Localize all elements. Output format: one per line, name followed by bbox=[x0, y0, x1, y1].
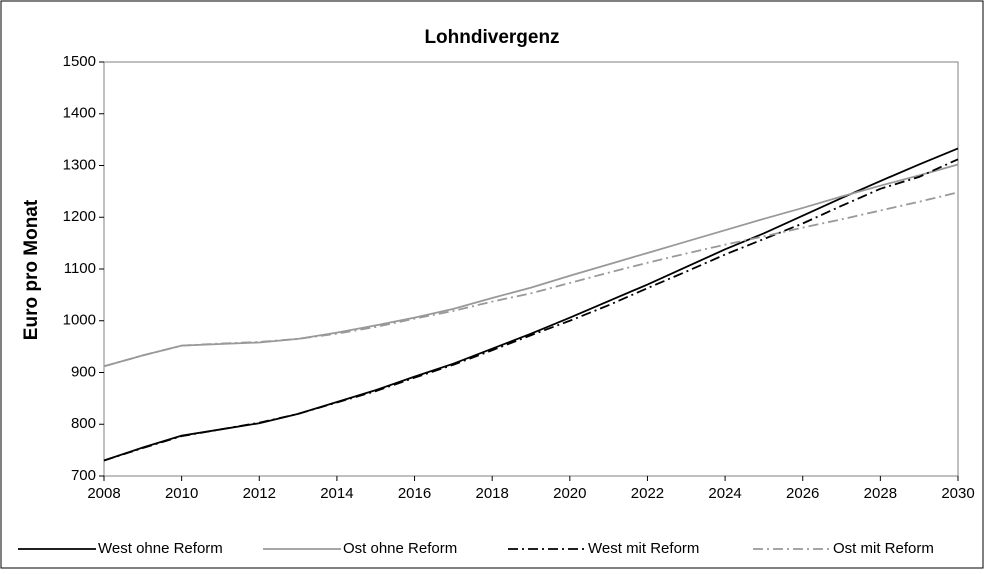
y-axis-label: Euro pro Monat bbox=[21, 199, 42, 340]
x-tick-label: 2018 bbox=[475, 485, 508, 502]
x-tick-label: 2014 bbox=[320, 485, 353, 502]
chart-title: Lohndivergenz bbox=[424, 27, 559, 48]
x-tick-label: 2028 bbox=[864, 485, 897, 502]
legend-label: West ohne Reform bbox=[98, 540, 223, 557]
x-tick-label: 2030 bbox=[941, 485, 974, 502]
y-tick-label: 1300 bbox=[63, 156, 96, 173]
y-tick-label: 1100 bbox=[64, 260, 96, 277]
y-tick-label: 800 bbox=[71, 415, 96, 432]
series-line bbox=[103, 191, 959, 368]
legend-label: Ost ohne Reform bbox=[343, 540, 457, 557]
y-tick-label: 1000 bbox=[63, 312, 96, 329]
x-tick-label: 2016 bbox=[398, 485, 431, 502]
legend-label: Ost mit Reform bbox=[833, 540, 934, 557]
y-tick-label: 900 bbox=[71, 363, 96, 380]
x-tick-label: 2020 bbox=[553, 485, 586, 502]
x-tick-label: 2026 bbox=[786, 485, 819, 502]
y-tick-label: 1400 bbox=[63, 105, 96, 122]
x-tick-label: 2010 bbox=[165, 485, 198, 502]
x-tick-label: 2008 bbox=[87, 485, 120, 502]
y-tick-label: 700 bbox=[71, 467, 96, 484]
x-tick-label: 2012 bbox=[243, 485, 276, 502]
y-tick-label: 1200 bbox=[63, 208, 96, 225]
x-tick-label: 2024 bbox=[708, 485, 741, 502]
x-tick-label: 2022 bbox=[631, 485, 664, 502]
legend-label: West mit Reform bbox=[588, 540, 699, 557]
y-tick-label: 1500 bbox=[63, 53, 96, 70]
series-line bbox=[103, 158, 959, 462]
